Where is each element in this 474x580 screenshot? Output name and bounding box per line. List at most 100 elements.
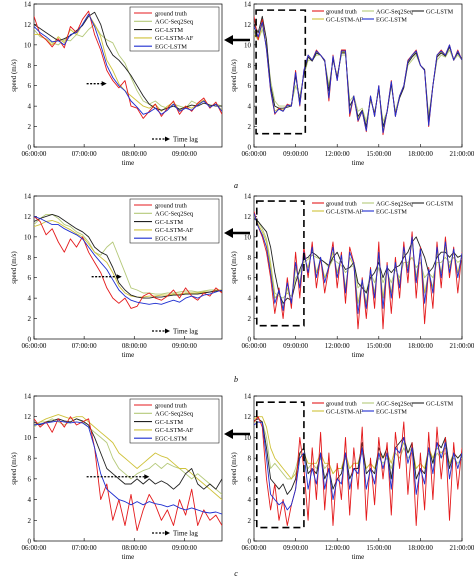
y-tick-label: 12 [24,213,32,221]
legend: ground truthAGC-Seq2SeqGC-LSTMGC-LSTM-AF… [129,398,220,444]
plot-frame [33,395,223,542]
x-tick-label: 09:00:00 [172,544,197,552]
y-tick-label: 8 [28,62,32,70]
plot-frame [33,3,223,148]
time-lag-key-head [165,530,170,536]
series-line-egc-lstm [254,421,462,511]
y-tick-label: 8 [248,254,252,262]
y-tick-label: 2 [248,123,252,131]
legend-label: ground truth [326,200,358,207]
time-lag-arrow-head [116,274,122,280]
x-tick-label: 08:00:00 [122,150,147,158]
y-tick-label: 12 [244,21,252,29]
legend-label: GC-LSTM [155,27,183,34]
legend-label: GC-LSTM [426,200,454,207]
connector-arrow-head [224,35,233,45]
x-tick-label: 15:00:00 [366,342,391,350]
series-line-egc-lstm [34,13,222,115]
legend: ground truthAGC-Seq2SeqGC-LSTMGC-LSTM-AF… [129,198,220,244]
y-tick-label: 2 [28,517,32,525]
legend-label: AGC-Seq2Seq [155,411,194,418]
zoom-highlight-box [255,200,305,327]
x-axis-label: time [122,351,134,359]
y-tick-label: 14 [24,1,32,9]
y-tick-label: 0 [28,336,32,344]
chart-panel-b-zoom: 0 2 4 6 8 10 12 14 06:00:00 07:00:00 08:00:00 09:00… [10,193,223,359]
legend-label: EGC-LSTM [376,408,407,415]
y-axis-label: speed (m/s) [10,59,18,92]
connector-arrow-row-2 [224,228,250,238]
series-line-ground-truth [34,10,222,119]
legend-label: EGC-LSTM [155,236,187,243]
zoom-highlight-box [255,401,305,529]
time-lag-key-head [165,328,170,334]
y-axis-label: speed (m/s) [230,59,238,92]
x-tick-label: 18:00:00 [408,544,433,552]
x-tick-label: 07:00:00 [72,342,97,350]
legend-label: GC-LSTM [155,219,183,226]
legend-label: GC-LSTM [155,419,183,426]
series-line-egc-lstm [34,215,222,305]
row-label: c [234,569,238,578]
y-tick-label: 2 [28,123,32,131]
series-line-gc-lstm [34,418,222,490]
row-label: b [234,375,238,384]
time-lag-arrow-head [144,474,150,480]
x-tick-label: 06:00:00 [22,342,47,350]
legend-label: ground truth [155,10,188,17]
legend-label: AGC-Seq2Seq [376,8,413,15]
y-tick-label: 2 [248,517,252,525]
x-tick-label: 09:00:00 [283,342,308,350]
y-axis-label: speed (m/s) [230,452,238,485]
x-tick-label: 12:00:00 [325,342,350,350]
series-line-egc-lstm [254,213,462,314]
x-tick-label: 06:00:00 [22,544,47,552]
series-line-ground-truth [34,416,222,532]
x-tick-label: 21:00:00 [450,544,474,552]
y-tick-label: 10 [244,233,252,241]
connector-arrow-row-3 [224,429,250,439]
y-tick-label: 14 [244,393,252,401]
time-lag-key-head [165,136,170,142]
row-label: a [234,181,238,190]
time-lag-key-label: Time lag [173,530,198,538]
x-tick-label: 21:00:00 [450,342,474,350]
series-group [254,416,462,526]
plot-frame [253,3,463,148]
y-axis-label: speed (m/s) [230,251,238,284]
x-tick-label: 21:00:00 [450,150,474,158]
series-group [34,10,222,119]
x-tick-label: 15:00:00 [366,150,391,158]
x-tick-label: 07:00:00 [72,544,97,552]
y-tick-label: 6 [28,82,32,90]
x-axis-label: time [122,159,134,167]
y-tick-label: 8 [248,62,252,70]
y-tick-label: 0 [248,336,252,344]
legend-label: AGC-Seq2Seq [376,200,413,207]
x-tick-label: 09:00:00 [283,544,308,552]
legend-label: EGC-LSTM [155,436,187,443]
y-tick-label: 4 [28,295,32,303]
y-tick-label: 8 [248,455,252,463]
series-line-egc-lstm [34,420,222,515]
legend-label: AGC-Seq2Seq [376,400,413,407]
x-axis-label: time [352,553,364,561]
time-lag-arrow-head [101,81,107,87]
legend-label: EGC-LSTM [376,16,407,23]
chart-panel-c-zoom: 0 2 4 6 8 10 12 14 06:00:00 07:00:00 08:00:00 09:00… [10,393,223,561]
legend-box [129,6,220,52]
y-tick-label: 6 [248,274,252,282]
legend-label: AGC-Seq2Seq [155,211,194,218]
y-tick-label: 0 [248,144,252,152]
y-tick-label: 10 [24,434,32,442]
chart-panel-a-zoom: 0 2 4 6 8 10 12 14 06:00:00 07:00:00 08:00:00 09:00… [10,1,223,167]
y-tick-label: 6 [248,82,252,90]
y-tick-label: 4 [248,103,252,111]
y-tick-label: 14 [24,193,32,201]
x-tick-label: 08:00:00 [122,342,147,350]
x-tick-label: 06:00:00 [242,342,267,350]
legend-label: ground truth [326,8,358,15]
series-line-gc-lstm [34,11,222,111]
